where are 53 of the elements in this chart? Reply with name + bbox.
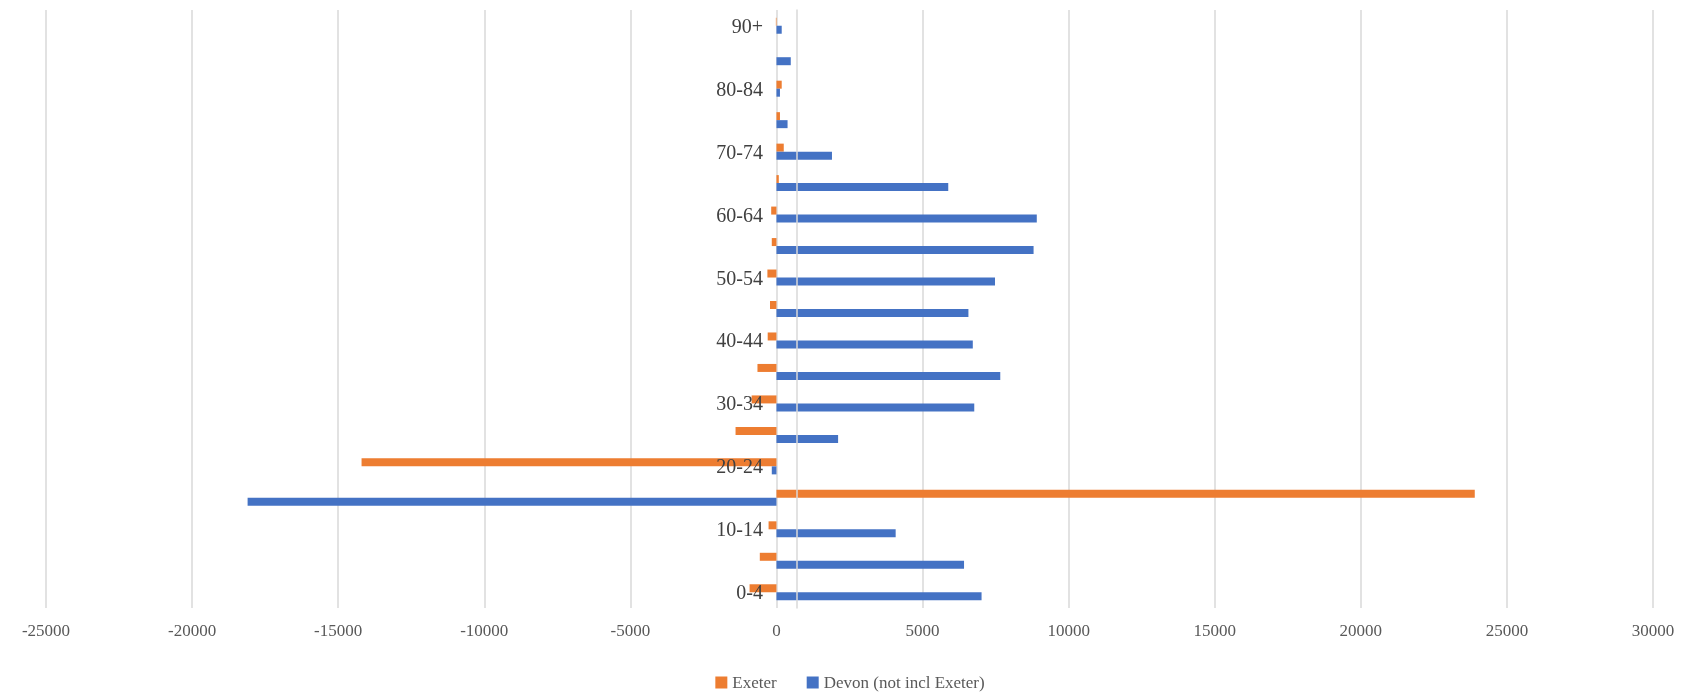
bar	[735, 426, 777, 435]
bar	[776, 371, 1001, 380]
bar	[776, 112, 780, 121]
bar	[776, 80, 782, 89]
bar	[771, 206, 777, 215]
bar	[776, 246, 1034, 255]
x-tick-label: -20000	[168, 621, 217, 640]
bar	[767, 332, 777, 341]
bar	[776, 560, 965, 569]
x-tick-label: 20000	[1339, 621, 1383, 640]
x-tick-label: -10000	[460, 621, 509, 640]
y-tick-label: 80-84	[716, 77, 763, 100]
bar	[247, 497, 777, 506]
legend-label: Exeter	[732, 673, 778, 692]
bar	[776, 592, 982, 601]
bar	[759, 552, 777, 561]
x-tick-label: 10000	[1047, 621, 1090, 640]
x-tick-label: -15000	[314, 621, 363, 640]
bar	[776, 214, 1037, 223]
bar	[776, 529, 896, 538]
legend-label: Devon (not incl Exeter)	[823, 673, 985, 692]
bar	[776, 151, 832, 160]
bar	[770, 301, 777, 309]
bar	[776, 88, 780, 97]
bar	[776, 57, 791, 66]
bar	[776, 277, 996, 286]
y-tick-label: 0-4	[736, 581, 763, 604]
bar	[776, 489, 1475, 498]
x-tick-label: 5000	[905, 621, 940, 640]
y-tick-label: 90+	[731, 14, 763, 37]
y-tick-label: 60-64	[716, 203, 763, 226]
x-tick-label: -25000	[21, 621, 71, 640]
y-tick-label: 40-44	[716, 329, 763, 352]
y-tick-label: 30-34	[716, 392, 763, 415]
bar	[776, 25, 782, 34]
x-tick-label: 30000	[1631, 621, 1675, 640]
x-tick-label: 0	[772, 621, 781, 640]
bar	[776, 143, 784, 152]
bar	[776, 183, 949, 192]
bar	[776, 175, 779, 184]
y-tick-label: 50-54	[716, 266, 763, 289]
bar	[776, 340, 973, 349]
x-tick-label: 25000	[1485, 621, 1529, 640]
bar	[776, 403, 975, 412]
bar	[767, 269, 777, 278]
bar	[776, 434, 839, 443]
bar	[776, 309, 969, 317]
y-tick-label: 10-14	[716, 518, 763, 541]
y-tick-label: 70-74	[716, 140, 763, 163]
bar	[776, 120, 788, 129]
bar	[757, 363, 777, 372]
x-tick-label: -5000	[610, 621, 651, 640]
x-tick-label: 15000	[1193, 621, 1236, 640]
